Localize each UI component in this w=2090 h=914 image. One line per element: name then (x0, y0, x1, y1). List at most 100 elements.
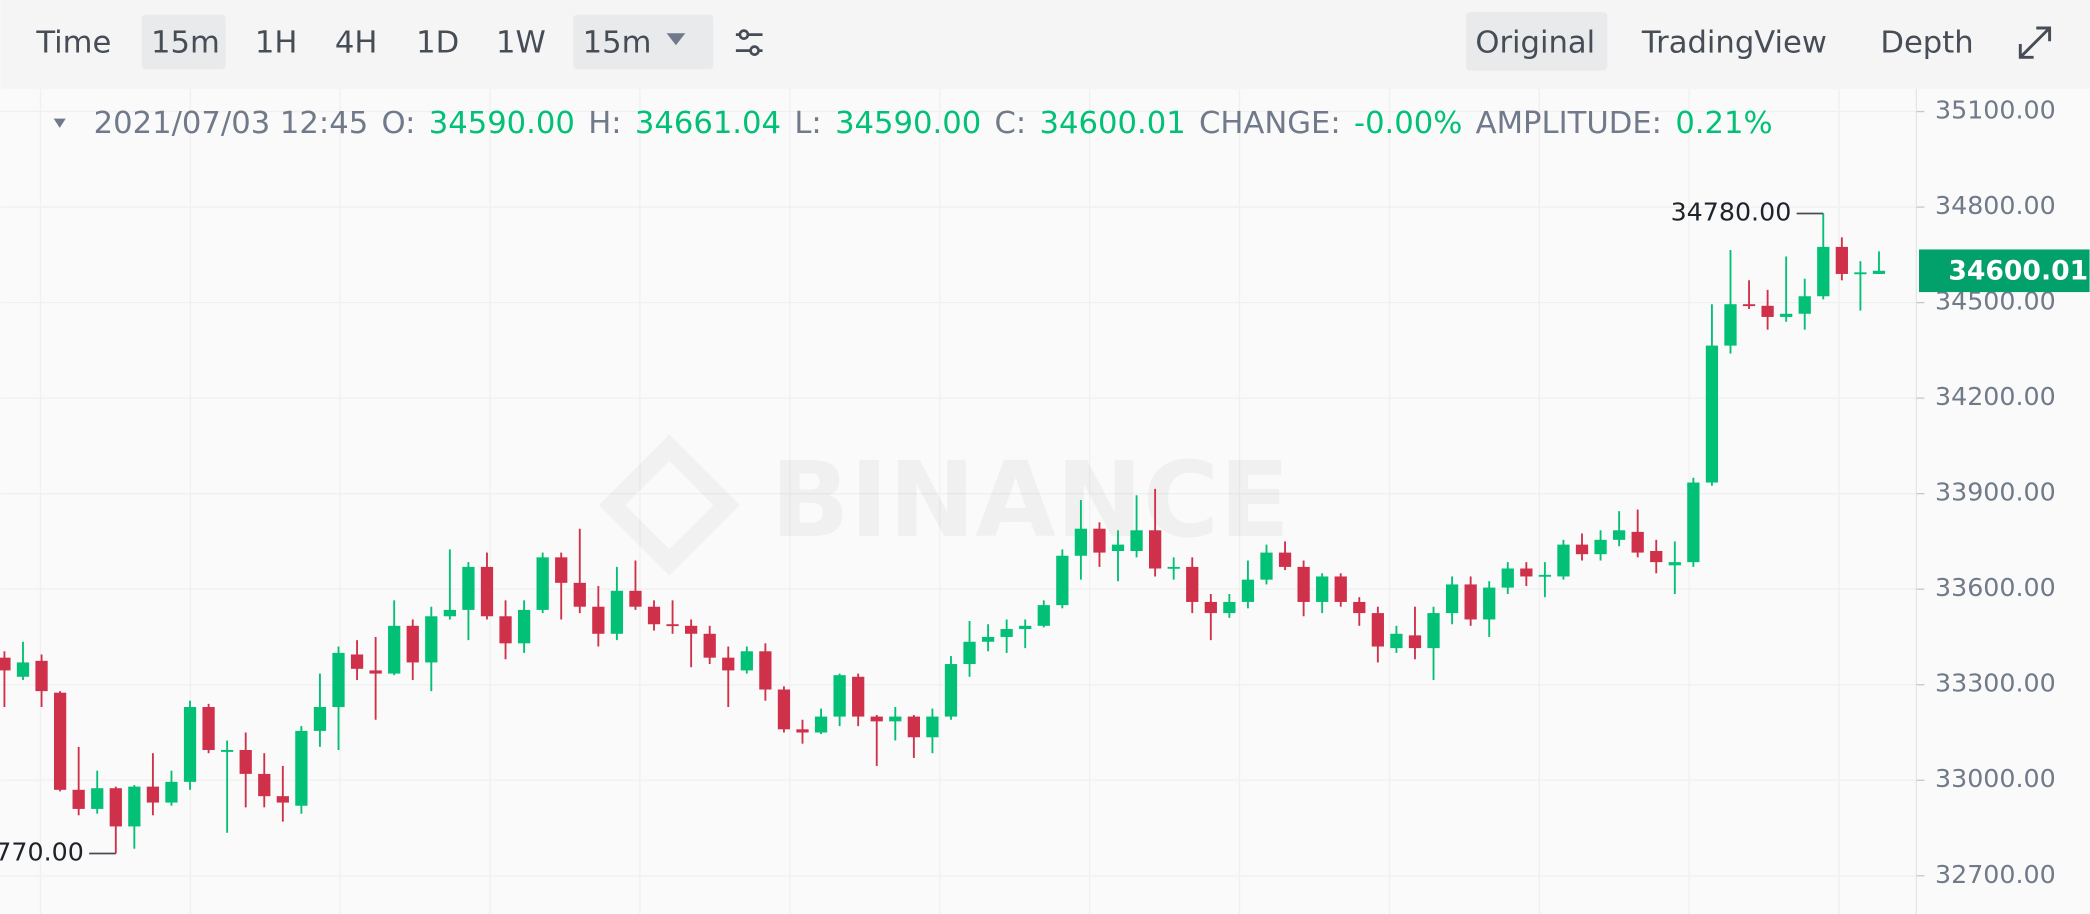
candle-body (1390, 633, 1403, 649)
candle-body (926, 716, 939, 738)
candle-body (666, 624, 679, 627)
info-value: 34590.00 (429, 105, 575, 140)
candle-body (16, 662, 30, 677)
candle-body (852, 676, 865, 717)
candle-body (889, 716, 902, 722)
candle-body (1575, 544, 1589, 555)
ohlc-info: 2021/07/03 12:45 O: 34590.00 H: 34661.04 L: 34… (94, 105, 1773, 140)
candle-body (1464, 584, 1477, 620)
candle-body (1371, 613, 1384, 647)
candle-body (183, 707, 197, 782)
interval-select[interactable]: 15m (583, 25, 652, 60)
candle-body (1631, 531, 1644, 553)
price-tag-label: 34600.01 (1948, 256, 2088, 287)
candle-body (1186, 566, 1199, 602)
view-tab[interactable]: TradingView (1641, 25, 1827, 60)
info-value: -0.00% (1354, 105, 1462, 140)
candle-body (1278, 552, 1292, 567)
candle-body (1835, 246, 1848, 274)
candle-body (1111, 544, 1125, 551)
y-tick-label: 33900.00 (1935, 478, 2056, 507)
candle-body (91, 788, 104, 809)
candle-body (388, 625, 401, 674)
candle-body (814, 716, 828, 733)
candle-body (462, 566, 475, 610)
candle-body (573, 582, 586, 607)
candle-body (1445, 584, 1459, 614)
grid (0, 89, 1917, 914)
candle-body (1408, 635, 1422, 649)
icon-path (2018, 26, 2052, 59)
interval-tab[interactable]: Time (35, 25, 111, 60)
candle-body (740, 651, 753, 671)
candle-body (907, 716, 920, 738)
candle-body (1074, 528, 1088, 556)
candle-body (128, 786, 141, 827)
annotation-label: 32770.00 (0, 837, 84, 866)
candle-body (703, 633, 716, 658)
info-value: 34600.01 (1040, 105, 1186, 140)
view-tab[interactable]: Depth (1880, 25, 1973, 60)
info-label: CHANGE: (1199, 105, 1341, 140)
interval-tab[interactable]: 4H (335, 25, 378, 60)
candle-body (276, 796, 289, 803)
info-caret[interactable] (53, 118, 66, 128)
candle-body (1241, 579, 1255, 602)
interval-tab[interactable]: 1H (255, 25, 298, 60)
price-tag (1919, 249, 2090, 293)
candle-body (1650, 550, 1663, 563)
interval-tab[interactable]: 1W (496, 25, 546, 60)
candle-body (1130, 530, 1143, 551)
candle-body (1612, 530, 1626, 540)
candle-body (146, 786, 160, 803)
interval-tab[interactable]: 15m (151, 25, 220, 60)
filter-icon[interactable] (735, 29, 763, 56)
icon-knob (738, 29, 750, 40)
candle-body (981, 636, 995, 642)
candle-body (1780, 313, 1793, 317)
candle-body (1742, 304, 1756, 307)
candle-body (629, 590, 642, 607)
candle-body (406, 625, 419, 663)
info-value: 34661.04 (635, 105, 781, 140)
candle-body (1019, 625, 1032, 630)
candle-body (1223, 601, 1236, 614)
select-bg[interactable] (573, 14, 714, 70)
candle-body (517, 609, 531, 644)
candle-body (796, 729, 809, 733)
candle-body (1705, 345, 1719, 483)
candle-body (1353, 601, 1366, 614)
candle-body (1204, 601, 1217, 614)
candle-body (1798, 296, 1811, 314)
candle-body (1761, 305, 1774, 317)
y-tick-label: 33300.00 (1935, 669, 2056, 698)
candle-body (239, 750, 252, 774)
interval-tab[interactable]: 1D (416, 25, 459, 60)
y-tick-label: 33600.00 (1935, 573, 2056, 602)
candle-body (109, 788, 122, 827)
candle-body (555, 557, 568, 583)
candle-body (610, 590, 624, 634)
candle-body (258, 773, 271, 797)
candle-body (1056, 555, 1069, 606)
candle-body (1687, 482, 1700, 563)
candle-body (1872, 270, 1886, 274)
candle-body (295, 730, 308, 806)
candle-body (1594, 539, 1607, 555)
candle-body (332, 652, 345, 708)
candle-body (1724, 304, 1737, 346)
candle-body (221, 750, 234, 752)
candle-body (1668, 562, 1681, 566)
annotation-label: 34780.00 (1671, 197, 1792, 226)
candle-body (1817, 246, 1830, 297)
candle-body (165, 781, 178, 803)
candle-body (1427, 613, 1440, 649)
view-tab[interactable]: Original (1475, 25, 1595, 60)
candle-body (1334, 576, 1347, 602)
expand-icon[interactable] (2018, 26, 2052, 59)
candle-body (944, 664, 958, 717)
watermark-text: BINANCE (771, 440, 1290, 561)
candle-body (536, 557, 549, 610)
